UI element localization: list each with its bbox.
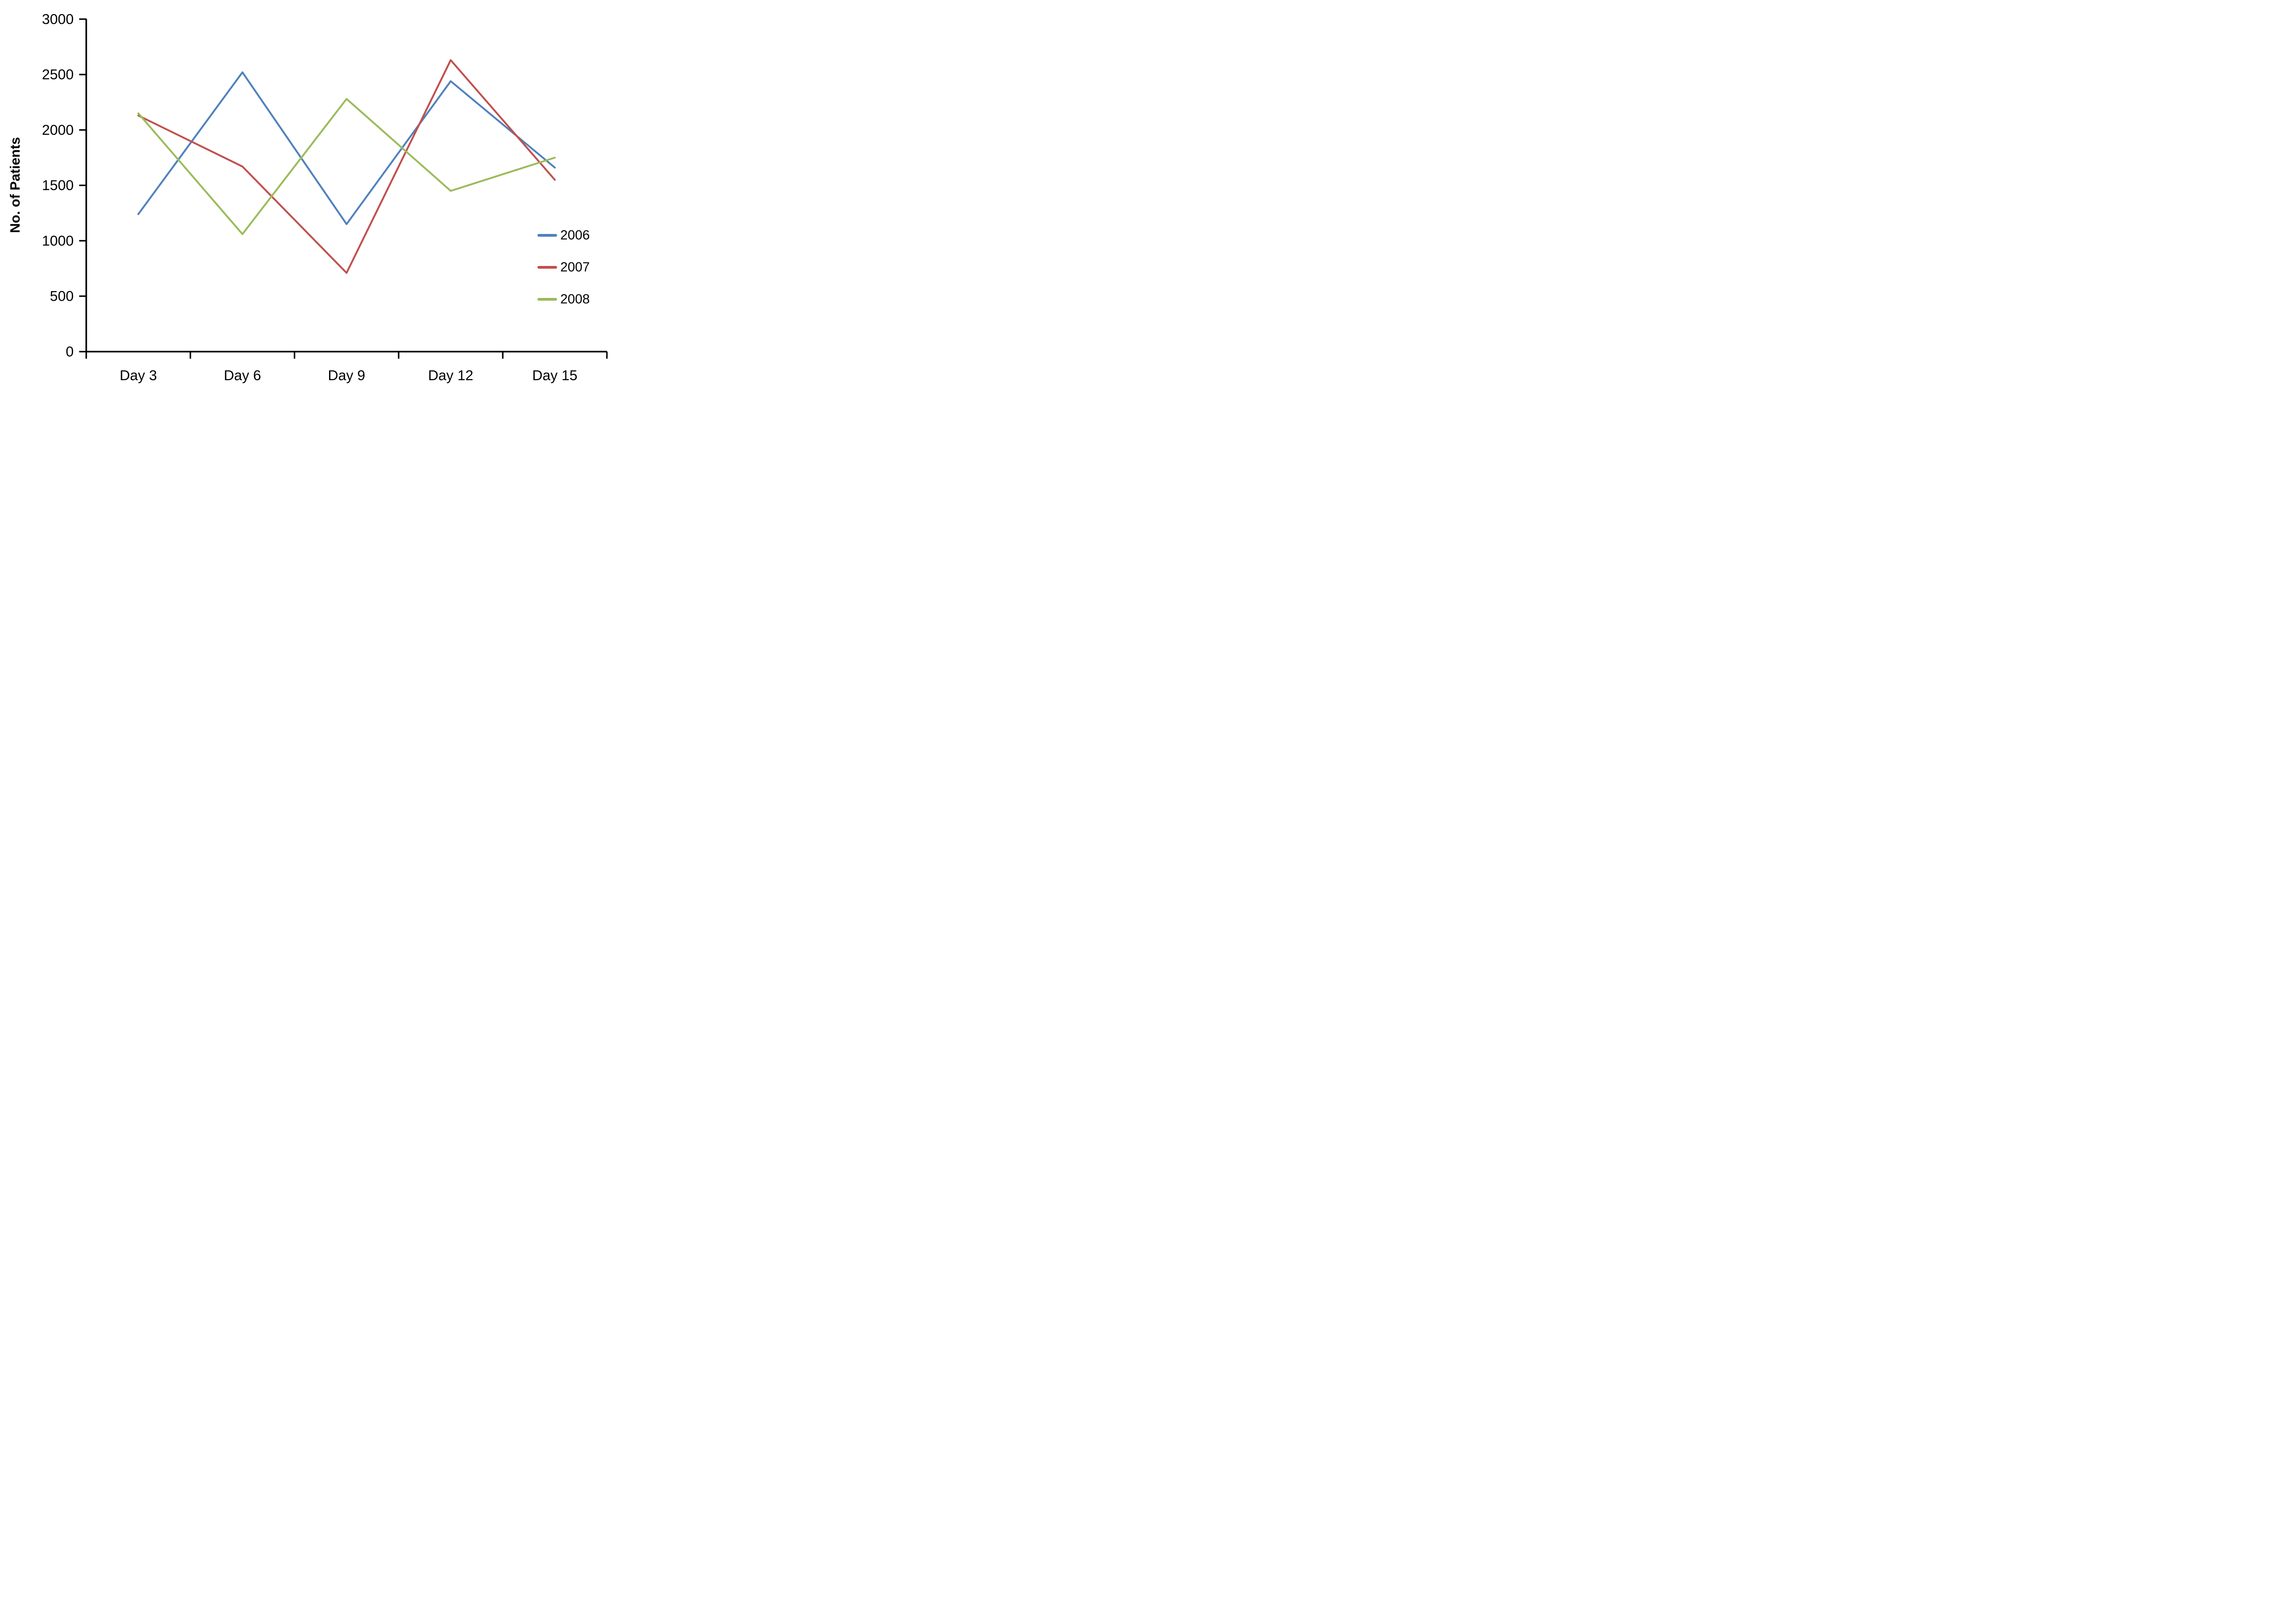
x-tick-label: Day 12 [428, 367, 473, 383]
y-tick-label: 1000 [42, 233, 74, 249]
legend-label-2008: 2008 [560, 292, 590, 307]
y-tick-label: 2500 [42, 67, 74, 83]
legend-swatch-2008 [537, 298, 557, 301]
series-line-2007 [137, 59, 556, 274]
series-line-2008 [137, 98, 556, 235]
chart-canvas: 0 500 1000 1500 2000 2500 3000 Day 3 Day 6 Day 9 D… [0, 0, 613, 406]
line-chart: 0 500 1000 1500 2000 2500 3000 Day 3 Day 6 Day 9 D… [42, 11, 608, 383]
y-tick-label: 500 [50, 288, 74, 304]
y-tick-label: 0 [66, 344, 74, 360]
y-tick-label: 2000 [42, 122, 74, 138]
legend-label-2007: 2007 [560, 260, 590, 275]
y-tick-label: 1500 [42, 177, 74, 193]
x-tick-label: Day 6 [224, 367, 261, 383]
x-tick-label: Day 9 [328, 367, 366, 383]
legend-swatch-2006 [537, 234, 557, 237]
y-axis-title: No. of Patients [8, 137, 23, 234]
y-tick-label: 3000 [42, 11, 74, 27]
legend: 2006 2007 2008 [537, 228, 590, 306]
legend-item-2007: 2007 [537, 260, 590, 274]
legend-swatch-2007 [537, 266, 557, 269]
legend-item-2008: 2008 [537, 292, 590, 306]
series-line-2006 [137, 71, 556, 225]
legend-label-2006: 2006 [560, 228, 590, 243]
x-tick-label: Day 15 [532, 367, 578, 383]
x-tick-label: Day 3 [120, 367, 157, 383]
legend-item-2006: 2006 [537, 228, 590, 242]
